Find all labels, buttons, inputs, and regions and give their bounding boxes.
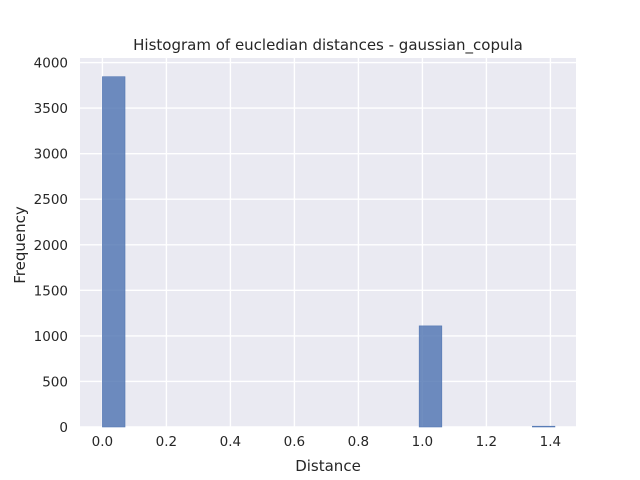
y-tick-label: 1500 <box>34 283 68 299</box>
x-tick-label: 1.2 <box>476 434 497 450</box>
y-axis-ticks: 0 500 1000 1500 2000 2500 3000 3500 4000 <box>34 56 68 436</box>
histogram-bars <box>102 76 556 428</box>
y-tick-label: 3000 <box>34 147 68 163</box>
x-tick-label: 0.4 <box>220 434 241 450</box>
y-tick-label: 500 <box>42 374 68 390</box>
histogram-bar <box>418 325 443 428</box>
chart-title: Histogram of eucledian distances - gauss… <box>133 36 523 55</box>
x-tick-label: 0.6 <box>284 434 305 450</box>
x-tick-label: 1.4 <box>540 434 561 450</box>
y-axis-label: Frequency <box>11 206 29 284</box>
x-axis-ticks: 0.0 0.2 0.4 0.6 0.8 1.0 1.2 1.4 <box>92 434 561 450</box>
x-tick-label: 0.8 <box>348 434 369 450</box>
grid-lines <box>80 58 576 428</box>
plot-area <box>80 58 576 427</box>
x-axis-label: Distance <box>295 457 361 475</box>
y-tick-label: 0 <box>59 420 68 436</box>
y-tick-label: 3500 <box>34 101 68 117</box>
x-tick-label: 0.0 <box>92 434 113 450</box>
y-tick-label: 2500 <box>34 192 68 208</box>
histogram-bar <box>532 425 556 428</box>
y-tick-label: 2000 <box>34 238 68 254</box>
y-tick-label: 1000 <box>34 329 68 345</box>
x-tick-label: 1.0 <box>412 434 433 450</box>
histogram-bar <box>102 76 126 428</box>
y-tick-label: 4000 <box>34 56 68 72</box>
x-tick-label: 0.2 <box>156 434 177 450</box>
